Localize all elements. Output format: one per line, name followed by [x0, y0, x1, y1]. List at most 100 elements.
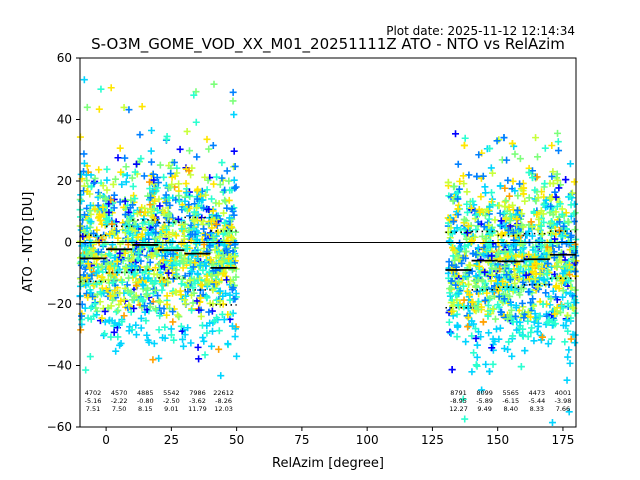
- data-point: [481, 296, 489, 304]
- data-point: [163, 292, 171, 300]
- data-point: [464, 222, 472, 230]
- data-point: [477, 333, 485, 341]
- data-point: [201, 173, 209, 181]
- data-point: [447, 224, 455, 232]
- data-point: [520, 184, 528, 192]
- data-point: [518, 221, 526, 229]
- data-point: [501, 262, 509, 270]
- data-point: [497, 308, 505, 316]
- data-point: [167, 170, 175, 178]
- data-point: [451, 227, 459, 235]
- data-point: [460, 296, 468, 304]
- data-point: [511, 240, 519, 248]
- data-point: [166, 304, 174, 312]
- data-point: [190, 91, 198, 99]
- data-point: [116, 198, 124, 206]
- data-point: [199, 334, 207, 342]
- data-point: [154, 240, 162, 248]
- data-point: [477, 255, 485, 263]
- data-point: [508, 306, 516, 314]
- data-point: [84, 250, 92, 258]
- data-point: [512, 304, 520, 312]
- data-point: [538, 333, 546, 341]
- data-point: [455, 290, 463, 298]
- data-point: [506, 276, 514, 284]
- data-point: [534, 225, 542, 233]
- data-point: [83, 274, 91, 282]
- data-point: [94, 248, 102, 256]
- data-point: [101, 307, 109, 315]
- data-point: [187, 171, 195, 179]
- data-point: [482, 360, 490, 368]
- data-point: [129, 182, 137, 190]
- data-point: [548, 141, 556, 149]
- data-point: [556, 227, 563, 235]
- data-point: [518, 210, 526, 218]
- bin-count-label: 4001: [555, 389, 572, 397]
- data-point: [162, 199, 170, 207]
- data-point: [205, 308, 213, 316]
- bin-count-label: 4473: [529, 389, 546, 397]
- data-point: [527, 328, 535, 336]
- data-point: [107, 333, 115, 341]
- data-point: [149, 187, 157, 195]
- data-point: [494, 279, 502, 287]
- data-point: [509, 201, 517, 209]
- data-point: [513, 230, 521, 238]
- data-point: [83, 103, 91, 111]
- data-point: [215, 252, 223, 260]
- data-point: [179, 257, 187, 265]
- data-point: [571, 267, 579, 275]
- bin-std-label: 12.03: [214, 405, 233, 413]
- data-point: [162, 191, 170, 199]
- data-point: [90, 229, 98, 237]
- data-point: [132, 331, 140, 339]
- data-point: [178, 206, 186, 214]
- data-point: [505, 192, 513, 200]
- data-point: [524, 308, 532, 316]
- data-point: [192, 118, 200, 126]
- data-point: [141, 302, 149, 310]
- data-point: [559, 293, 567, 301]
- data-point: [466, 291, 474, 299]
- data-point: [502, 215, 510, 223]
- data-point: [501, 184, 509, 192]
- data-point: [167, 325, 175, 333]
- data-point: [553, 195, 561, 203]
- data-point: [226, 229, 234, 237]
- data-point: [546, 209, 554, 217]
- data-point: [463, 229, 471, 237]
- data-point: [109, 296, 117, 304]
- y-tick-label: −40: [47, 359, 72, 373]
- data-point: [525, 251, 533, 259]
- data-point: [485, 242, 493, 250]
- data-point: [182, 292, 190, 300]
- data-point: [485, 221, 493, 229]
- data-point: [489, 360, 497, 368]
- data-point: [110, 262, 118, 270]
- data-point: [567, 201, 575, 209]
- data-point: [446, 285, 454, 293]
- data-point: [534, 153, 542, 161]
- data-point: [199, 217, 207, 225]
- data-point: [519, 267, 527, 275]
- bin-std-label: 7.66: [556, 405, 570, 413]
- data-point: [552, 282, 560, 290]
- data-point: [499, 277, 507, 285]
- data-point: [535, 312, 543, 320]
- data-point: [174, 215, 182, 223]
- data-point: [161, 252, 169, 260]
- data-point: [124, 235, 132, 243]
- data-point: [213, 173, 221, 181]
- data-point: [453, 333, 461, 341]
- data-point: [481, 268, 489, 276]
- data-point: [228, 224, 236, 232]
- data-point: [558, 210, 566, 218]
- data-point: [462, 247, 470, 255]
- data-point: [513, 215, 521, 223]
- data-point: [548, 335, 556, 343]
- data-point: [193, 297, 201, 305]
- data-point: [147, 147, 155, 155]
- data-point: [529, 263, 537, 271]
- data-point: [106, 230, 114, 238]
